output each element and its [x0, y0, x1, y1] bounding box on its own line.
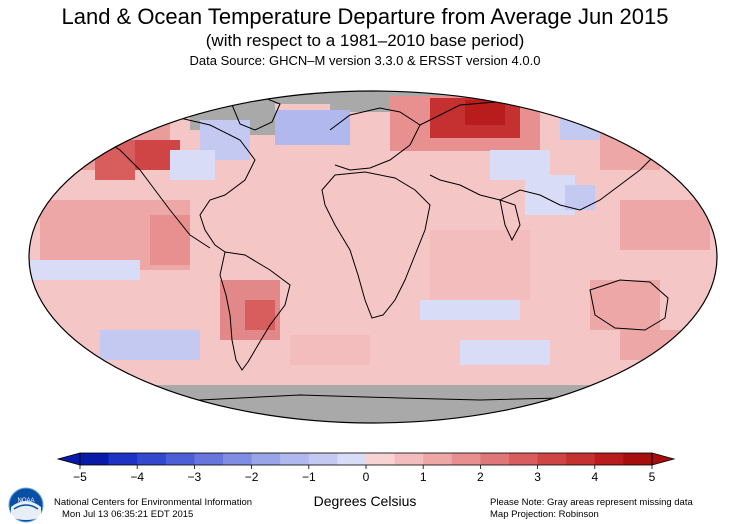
colorbar-cell — [623, 453, 653, 465]
anomaly-south-america-2 — [245, 300, 275, 330]
anomaly-hudson — [170, 150, 215, 180]
anomaly-indian-ocean-cool — [420, 300, 520, 320]
anomaly-east-pacific-hot — [150, 215, 190, 265]
timestamp: Mon Jul 13 06:35:21 EDT 2015 — [62, 509, 194, 520]
ncei-info: National Centers for Environmental Infor… — [54, 497, 252, 521]
colorbar-cell — [366, 453, 396, 465]
colorbar-cell — [451, 453, 481, 465]
colorbar-cell — [80, 453, 110, 465]
colorbar-cell — [509, 453, 539, 465]
colorbar-tick-label: −3 — [188, 470, 202, 484]
anomaly-alaska — [80, 100, 140, 130]
colorbar-cell — [251, 453, 281, 465]
colorbar-tick-label: −4 — [130, 470, 144, 484]
missing-data-arctic — [29, 91, 717, 104]
anomaly-south-atlantic — [290, 335, 370, 365]
colorbar-cell — [566, 453, 596, 465]
colorbar-tick-label: 1 — [420, 470, 427, 484]
colorbar-cell — [308, 453, 338, 465]
colorbar-cell — [594, 453, 624, 465]
anomaly-north-atlantic-cool — [275, 110, 350, 145]
organization-name: National Centers for Environmental Infor… — [54, 497, 253, 508]
data-source: Data Source: GHCN–M version 3.3.0 & ERSS… — [189, 53, 541, 68]
anomaly-south-pacific-cool — [100, 330, 200, 360]
colorbar-tick-label: 5 — [649, 470, 656, 484]
coastline-south-america — [219, 251, 291, 371]
colorbar-cell — [223, 453, 253, 465]
units-label: Degrees Celsius — [313, 493, 417, 509]
anomaly-africa — [330, 190, 420, 310]
anomaly-indian-ocean — [430, 230, 530, 300]
colorbar-cell — [537, 453, 567, 465]
map-title: Land & Ocean Temperature Departure from … — [61, 4, 669, 29]
coastline-india — [499, 199, 521, 242]
coastline-europe — [329, 107, 421, 171]
colorbar-tick-label: −1 — [302, 470, 316, 484]
map-border — [28, 90, 718, 424]
anomaly-south-pacific-warm — [620, 330, 700, 360]
colorbar-cell — [394, 453, 424, 465]
colorbar-arrow-high — [651, 452, 676, 466]
colorbar: −5 −4 −3 −2 −1 0 1 2 3 4 5 — [56, 452, 676, 484]
colorbar-cell — [194, 453, 224, 465]
colorbar-ticks: −5 −4 −3 −2 −1 0 1 2 3 4 5 — [73, 465, 656, 484]
colorbar-arrow-low — [56, 452, 81, 466]
colorbar-tick-label: −2 — [245, 470, 259, 484]
coastline-australia — [589, 279, 669, 331]
colorbar-tick-label: 0 — [363, 470, 370, 484]
anomaly-west-na-2 — [95, 140, 135, 180]
colorbar-cell — [165, 453, 195, 465]
anomaly-central-pacific-cool — [30, 260, 140, 280]
map-globe — [29, 91, 717, 423]
missing-data-antarctic — [29, 385, 717, 423]
anomaly-west-pacific — [620, 200, 710, 250]
colorbar-cell — [423, 453, 453, 465]
colorbar-cell — [280, 453, 310, 465]
coastline-africa — [321, 171, 431, 319]
map-subtitle: (with respect to a 1981–2010 base period… — [205, 31, 525, 50]
colorbar-tick-label: −5 — [73, 470, 87, 484]
colorbar-cell — [108, 453, 138, 465]
logo-text: NOAA — [17, 498, 34, 504]
gray-area-note: Please Note: Gray areas represent missin… — [490, 497, 693, 508]
colorbar-cells — [56, 452, 676, 466]
anomaly-australia — [590, 280, 660, 330]
noaa-logo: NOAA — [8, 487, 44, 523]
colorbar-cell — [480, 453, 510, 465]
colorbar-tick-label: 4 — [591, 470, 598, 484]
map-note: Please Note: Gray areas represent missin… — [490, 497, 720, 521]
anomaly-indochina — [565, 185, 595, 210]
projection-note: Map Projection: Robinson — [490, 509, 599, 520]
colorbar-cell — [337, 453, 367, 465]
missing-data-arctic-3 — [330, 102, 390, 112]
colorbar-tick-label: 3 — [534, 470, 541, 484]
anomaly-east-siberia-cool — [560, 100, 630, 140]
anomaly-south-indian-cool — [460, 340, 550, 365]
temperature-anomaly-map — [28, 90, 718, 424]
colorbar-cell — [137, 453, 167, 465]
colorbar-tick-label: 2 — [477, 470, 484, 484]
